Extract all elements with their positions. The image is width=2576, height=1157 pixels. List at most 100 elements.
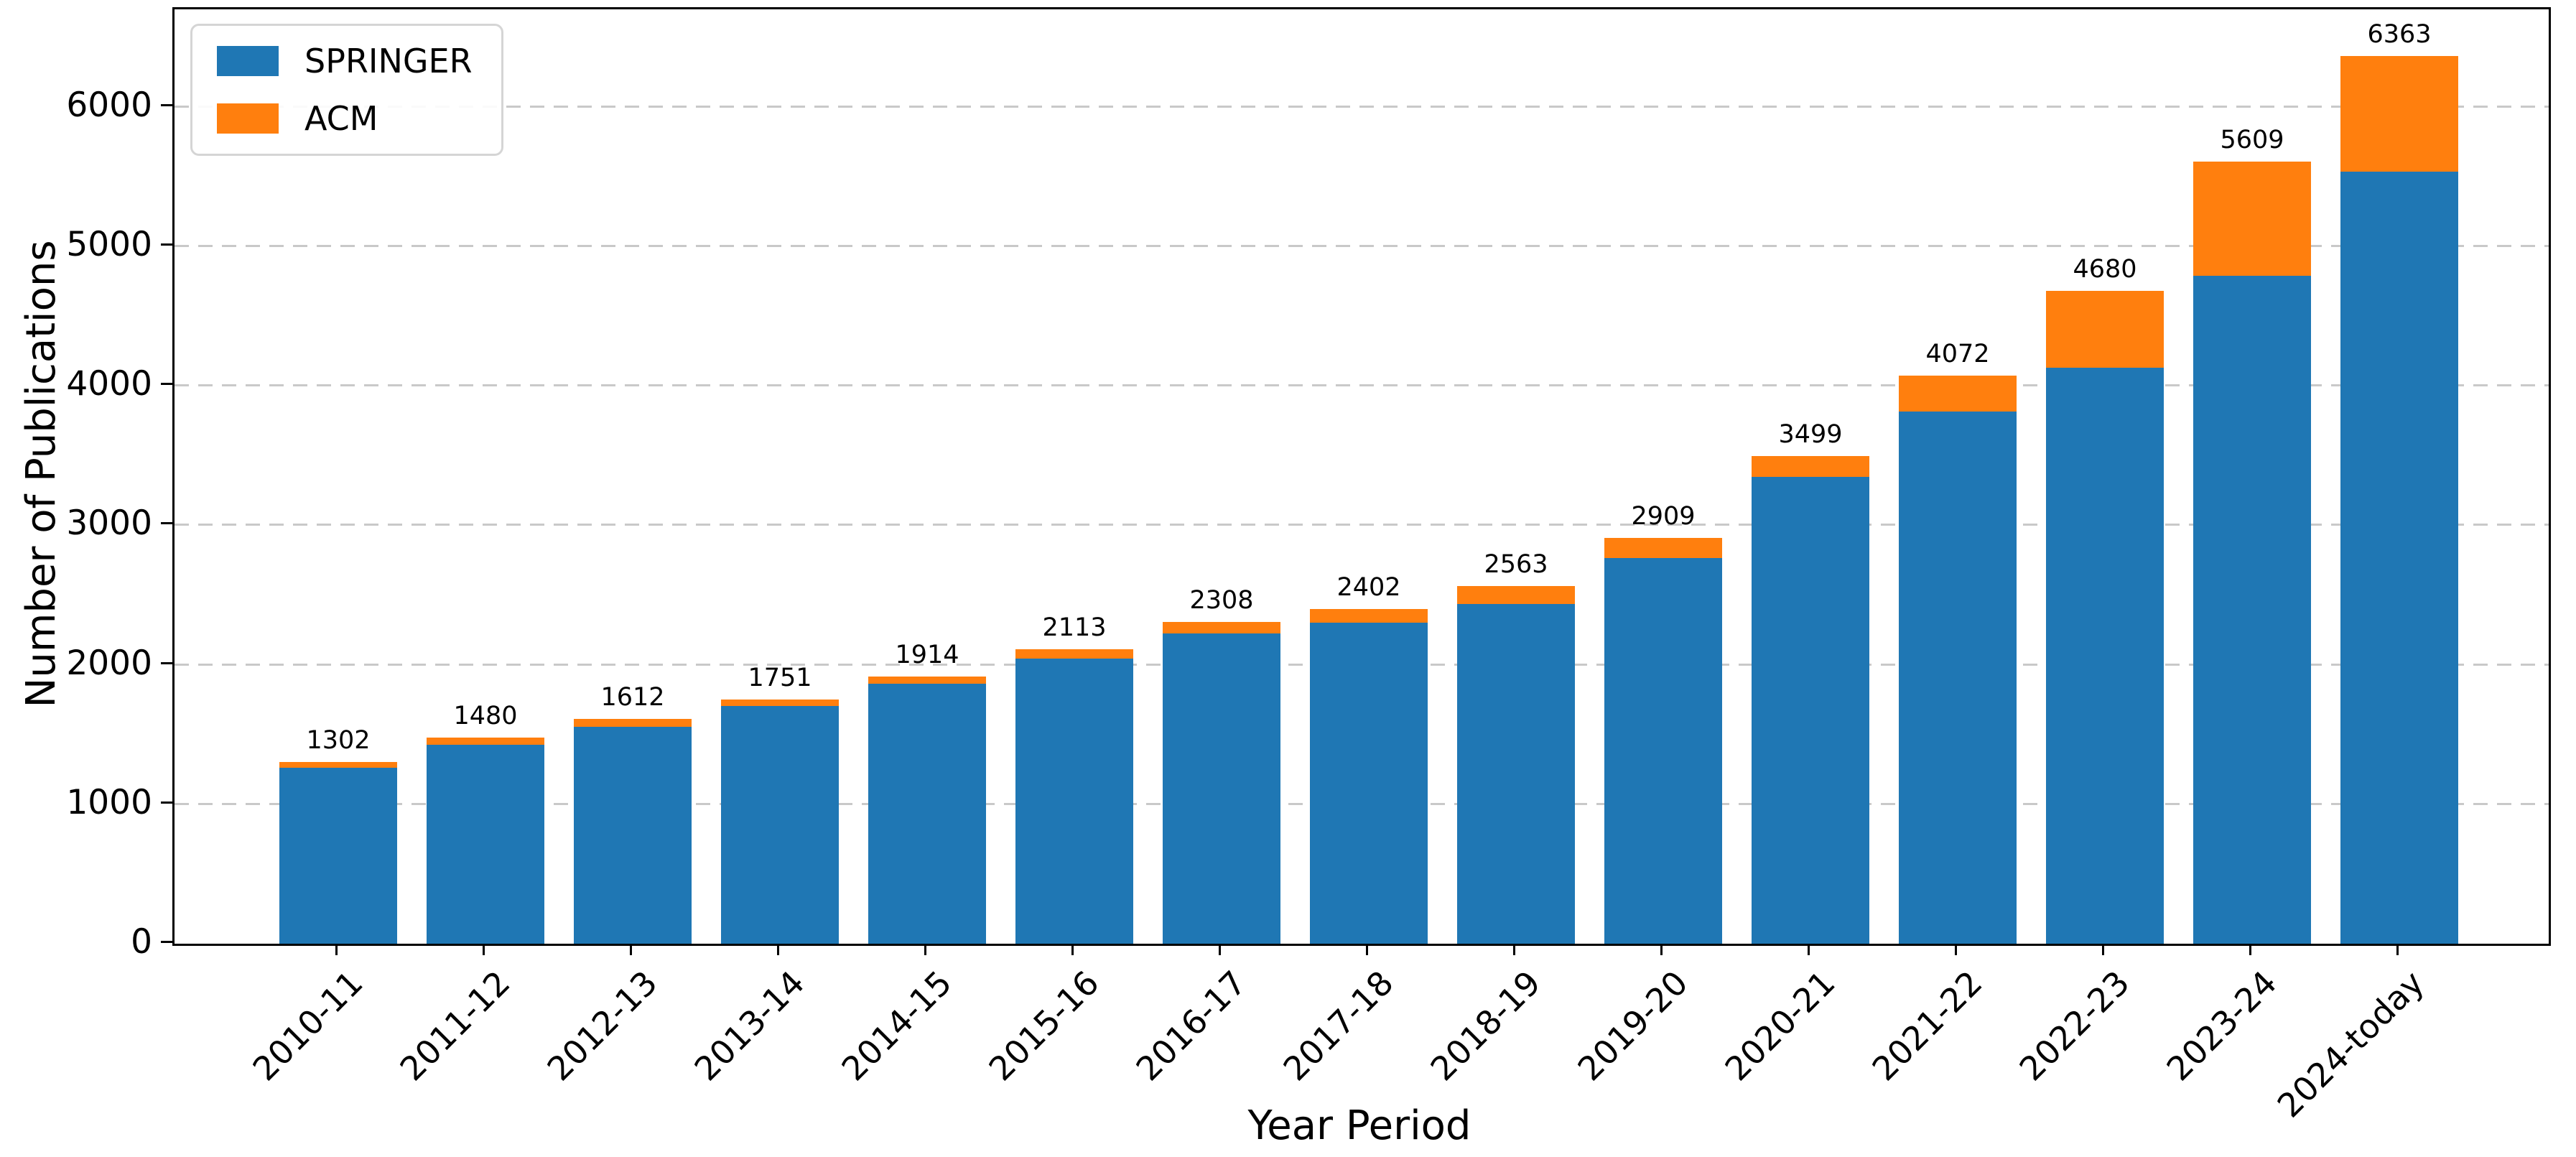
bar-total-label: 1751 [748,664,812,692]
bar-segment-springer [1163,633,1280,944]
bar-segment-springer [279,767,397,944]
bar-segment-acm [868,677,986,684]
x-tick-label-2015-16: 2015-16 [981,963,1107,1089]
y-tick-label-3000: 3000 [66,503,152,544]
y-tick-label-1000: 1000 [66,782,152,822]
bar-2017-18: 2402 [1310,575,1428,944]
bar-segment-acm [1163,621,1280,634]
bar-segment-acm [1899,376,2017,412]
y-axis-tick-labels: 0 1000 2000 3000 4000 5000 6000 [0,7,152,959]
x-tick-label-2022-23: 2022-23 [2012,963,2137,1089]
bar-total-label: 2402 [1336,572,1401,602]
bar-2018-19: 2563 [1457,552,1575,944]
bar-total-label: 3499 [1778,419,1843,449]
x-tick-label-2014-15: 2014-15 [834,963,959,1089]
gridline-4000 [175,384,2549,387]
x-tick-mark-2017-18 [1366,944,1368,955]
x-tick-mark-2016-17 [1219,944,1221,955]
bar-2019-20: 2909 [1604,504,1722,944]
bar-segment-acm [1752,455,1869,478]
bar-total-label: 2909 [1631,502,1696,531]
bar-2022-23: 4680 [2046,257,2164,944]
bar-segment-springer [1899,412,2017,944]
bar-2014-15: 1914 [868,643,986,944]
y-tick-label-4000: 4000 [66,364,152,404]
y-tick-label-6000: 6000 [66,85,152,125]
x-tick-mark-2012-13 [630,944,632,955]
bar-segment-acm [1604,538,1722,558]
x-tick-label-2020-21: 2020-21 [1717,963,1843,1089]
y-tick-mark-5000 [161,243,172,246]
x-tick-mark-2015-16 [1071,944,1074,955]
y-tick-mark-0 [161,941,172,943]
bar-segment-acm [1310,608,1428,623]
bar-segment-springer [2046,368,2164,944]
legend-swatch-acm [217,103,279,134]
bar-segment-acm [574,718,692,727]
x-tick-mark-2022-23 [2102,944,2104,955]
bar-segment-acm [2340,56,2458,172]
bar-total-label: 2113 [1042,613,1107,642]
y-tick-mark-3000 [161,522,172,525]
bar-segment-springer [427,745,544,944]
x-tick-mark-2018-19 [1513,944,1515,955]
bar-2015-16: 2113 [1015,615,1133,944]
legend-label-springer: SPRINGER [304,42,473,80]
legend-swatch-springer [217,46,279,76]
bar-2012-13: 1612 [574,684,692,944]
bar-segment-acm [721,700,839,706]
x-tick-label-2017-18: 2017-18 [1275,963,1401,1089]
x-tick-label-2011-12: 2011-12 [392,963,518,1089]
bar-segment-springer [2193,275,2311,944]
legend-item-acm: ACM [217,102,473,135]
x-tick-label-2023-24: 2023-24 [2159,963,2284,1089]
x-tick-mark-2024-today [2396,944,2399,955]
x-tick-mark-2023-24 [2249,944,2251,955]
legend: SPRINGER ACM [190,24,503,156]
legend-label-acm: ACM [304,99,378,138]
plot-area: 1302 1480 1612 1751 1914 2113 2308 2402 2563 2909… [172,7,2551,946]
x-tick-label-2016-17: 2016-17 [1128,963,1254,1089]
x-tick-mark-2021-22 [1955,944,1957,955]
y-tick-label-5000: 5000 [66,225,152,265]
bar-segment-springer [868,684,986,944]
bar-2011-12: 1480 [427,703,544,944]
bar-segment-springer [574,726,692,944]
y-axis-tick-marks [161,7,172,943]
y-tick-label-0: 0 [131,922,152,962]
x-tick-label-2024-today: 2024-today [2269,963,2432,1125]
y-tick-mark-4000 [161,383,172,386]
bar-2020-21: 3499 [1752,422,1869,944]
bar-total-label: 1612 [600,682,665,712]
gridline-5000 [175,245,2549,248]
x-tick-mark-2013-14 [777,944,779,955]
bar-2024-today: 6363 [2340,22,2458,944]
bar-total-label: 1302 [306,726,371,756]
x-tick-mark-2014-15 [924,944,926,955]
x-axis-label: Year Period [1247,1102,1471,1149]
bar-total-label: 2308 [1189,585,1254,615]
bar-total-label: 1480 [453,701,518,730]
x-tick-mark-2020-21 [1808,944,1810,955]
bar-segment-springer [1752,477,1869,944]
x-tick-label-2010-11: 2010-11 [245,963,371,1089]
bar-segment-acm [427,737,544,745]
bar-segment-springer [1310,622,1428,944]
gridline-3000 [175,524,2549,526]
bar-segment-acm [2193,161,2311,276]
y-tick-label-2000: 2000 [66,643,152,683]
y-tick-mark-1000 [161,801,172,804]
legend-item-springer: SPRINGER [217,45,473,78]
bar-segment-acm [1457,586,1575,604]
x-tick-label-2019-20: 2019-20 [1570,963,1696,1089]
bar-2021-22: 4072 [1899,342,2017,944]
y-tick-mark-2000 [161,661,172,664]
bar-segment-springer [1457,603,1575,944]
x-tick-mark-2019-20 [1660,944,1663,955]
bar-segment-springer [721,705,839,944]
bar-segment-springer [1604,557,1722,944]
bar-segment-acm [279,762,397,768]
y-tick-mark-6000 [161,103,172,106]
x-tick-label-2018-19: 2018-19 [1423,963,1548,1089]
